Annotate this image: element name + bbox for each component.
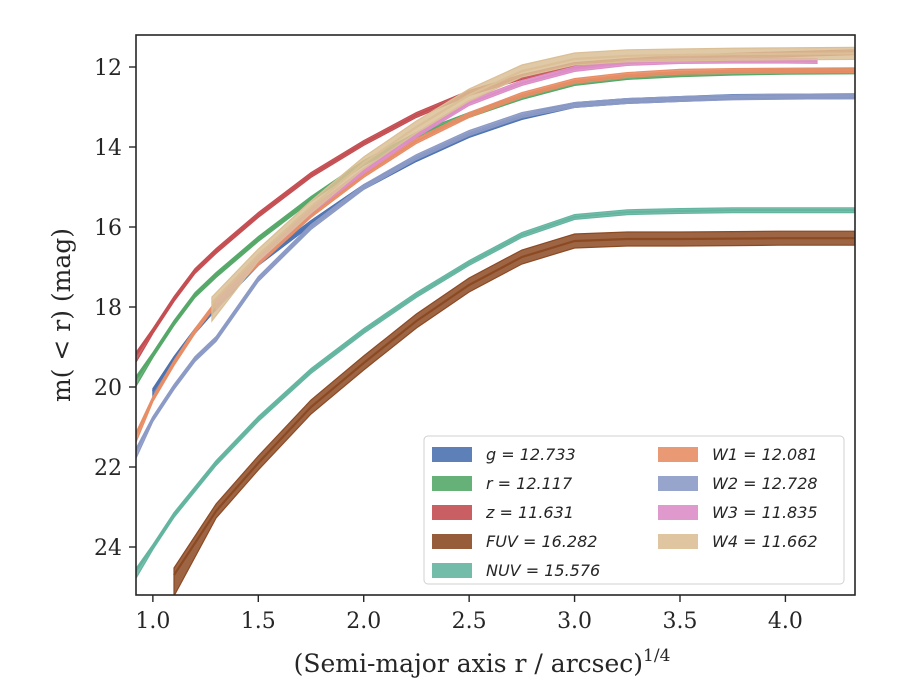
legend-swatch: [432, 534, 472, 549]
series-line-8: [211, 52, 855, 304]
legend-swatch: [658, 505, 698, 520]
legend-label: r = 12.117: [486, 474, 573, 493]
x-tick-label: 2.0: [346, 609, 381, 634]
legend-label: W3 = 11.835: [712, 503, 818, 522]
legend-frame: [423, 435, 845, 585]
x-axis-label-sup: 1/4: [643, 646, 670, 666]
series-band-2: [136, 49, 855, 364]
plot-frame: [135, 34, 856, 596]
series-band-0: [152, 93, 855, 401]
series-layer: [136, 46, 855, 595]
x-tick-label: 3.0: [557, 609, 592, 634]
legend-label: NUV = 15.576: [486, 561, 600, 580]
legend-label: g = 12.733: [486, 445, 576, 464]
series-band-4: [136, 207, 855, 580]
series-band-6: [136, 93, 855, 459]
series-line-4: [136, 209, 855, 572]
y-tick-label: 16: [94, 216, 122, 241]
legend-swatch: [432, 505, 472, 520]
y-tick-label: 18: [94, 296, 122, 321]
x-tick-label: 1.5: [241, 609, 276, 634]
legend-swatch: [432, 447, 472, 462]
y-axis-label: m( < r) (mag): [47, 228, 76, 402]
x-tick-label: 2.5: [452, 609, 487, 634]
x-axis-label: (Semi-major axis r / arcsec)1/4: [294, 646, 671, 678]
series-band-8: [211, 46, 855, 323]
legend-swatch: [658, 476, 698, 491]
legend-label: W2 = 12.728: [712, 474, 818, 493]
y-tick-label: 20: [94, 376, 122, 401]
series-band-3: [173, 230, 855, 595]
y-tick-label: 24: [94, 536, 122, 561]
y-tick-label: 22: [94, 456, 122, 481]
x-tick-label: 1.0: [135, 609, 170, 634]
legend-label: W1 = 12.081: [712, 445, 818, 464]
legend-label: W4 = 11.662: [712, 532, 818, 551]
legend-swatch: [432, 563, 472, 578]
legend: g = 12.733 r = 12.117 z = 11.631 FUV = 16.2…: [423, 435, 845, 585]
y-tick-label: 14: [94, 136, 122, 161]
x-tick-label: 4.0: [768, 609, 803, 634]
legend-swatch: [658, 534, 698, 549]
series-line-3: [173, 237, 855, 576]
y-axis-ticks: 12 14 16 18 20 22 24: [94, 56, 136, 561]
x-tick-label: 3.5: [662, 609, 697, 634]
series-line-5: [136, 69, 855, 436]
y-tick-label: 12: [94, 56, 122, 81]
x-axis-label-main: (Semi-major axis r / arcsec): [294, 649, 643, 678]
legend-label: z = 11.631: [485, 503, 574, 522]
legend-swatch: [658, 447, 698, 462]
legend-swatch: [432, 476, 472, 491]
x-axis-ticks: 1.0 1.5 2.0 2.5 3.0 3.5 4.0: [135, 595, 803, 634]
series-band-1: [136, 68, 855, 388]
series-line-6: [136, 95, 855, 452]
legend-label: FUV = 16.282: [486, 532, 597, 551]
